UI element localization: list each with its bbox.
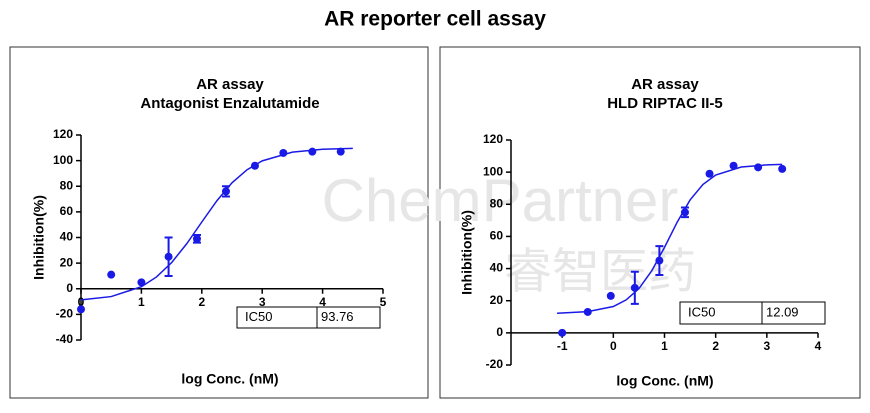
x-tick-label: 1 <box>661 339 668 353</box>
y-tick-label: 100 <box>483 164 503 178</box>
page-title: AR reporter cell assay <box>324 8 546 31</box>
fit-curve <box>557 163 783 314</box>
x-tick-label: 4 <box>815 339 822 353</box>
data-point <box>336 147 345 156</box>
y-tick-label: 80 <box>60 178 74 192</box>
data-point <box>655 256 664 265</box>
panel <box>439 46 861 399</box>
x-tick-label: 2 <box>198 295 205 309</box>
y-tick-label: 120 <box>483 132 503 146</box>
watermark: 睿智医药 <box>504 246 696 299</box>
y-tick-label: 0 <box>66 281 73 295</box>
y-tick-label: 40 <box>490 261 504 275</box>
x-tick-label: 1 <box>138 295 145 309</box>
y-tick-label: 100 <box>53 153 73 167</box>
x-tick-label: 3 <box>763 339 770 353</box>
y-axis-label: Inhibition(%) <box>459 210 475 295</box>
ic50-value: 12.09 <box>766 304 799 319</box>
data-point <box>630 283 639 292</box>
ic50-label: IC50 <box>245 309 272 324</box>
ic50-label: IC50 <box>688 304 715 319</box>
chart-title: AR assay <box>631 76 699 93</box>
y-tick-label: -20 <box>486 357 504 371</box>
data-point <box>583 307 592 316</box>
y-tick-label: 40 <box>60 230 74 244</box>
data-point <box>558 328 567 337</box>
y-tick-label: 80 <box>490 196 504 210</box>
data-point <box>250 161 259 170</box>
chart-subtitle: HLD RIPTAC II-5 <box>607 95 723 112</box>
y-tick-label: -20 <box>56 307 74 321</box>
y-tick-label: -40 <box>56 332 74 346</box>
x-tick-label: 5 <box>380 295 387 309</box>
ic50-value: 93.76 <box>321 309 354 324</box>
data-point <box>107 270 116 279</box>
y-tick-label: 0 <box>496 325 503 339</box>
x-axis-label: log Conc. (nM) <box>616 373 713 389</box>
data-point <box>754 163 763 172</box>
data-point <box>778 164 787 173</box>
data-point <box>221 187 230 196</box>
data-point <box>192 234 201 243</box>
ic50-box <box>679 301 826 325</box>
x-tick-label: 2 <box>712 339 719 353</box>
y-tick-label: 20 <box>60 255 74 269</box>
data-point <box>606 291 615 300</box>
y-tick-label: 20 <box>490 293 504 307</box>
chart-title: AR assay <box>196 76 264 93</box>
data-point <box>705 169 714 178</box>
chart-subtitle: Antagonist Enzalutamide <box>140 95 319 112</box>
y-tick-label: 120 <box>53 127 73 141</box>
y-tick-label: 60 <box>60 204 74 218</box>
x-tick-label: -1 <box>557 339 568 353</box>
x-tick-label: 4 <box>319 295 326 309</box>
data-point <box>729 161 738 170</box>
data-point <box>680 208 689 217</box>
x-tick-label: 3 <box>259 295 266 309</box>
data-point <box>77 305 85 314</box>
y-axis-label: Inhibition(%) <box>31 195 47 280</box>
ic50-box <box>236 306 381 329</box>
y-tick-label: 60 <box>490 229 504 243</box>
data-point <box>164 252 173 261</box>
watermark: ChemPartner <box>322 167 679 234</box>
data-point <box>137 278 146 287</box>
x-tick-label: 0 <box>610 339 617 353</box>
x-tick-label: 0 <box>78 295 85 309</box>
panel <box>9 46 429 399</box>
data-point <box>279 148 288 157</box>
fit-curve <box>80 147 353 301</box>
data-point <box>308 147 317 156</box>
x-axis-label: log Conc. (nM) <box>181 371 278 387</box>
